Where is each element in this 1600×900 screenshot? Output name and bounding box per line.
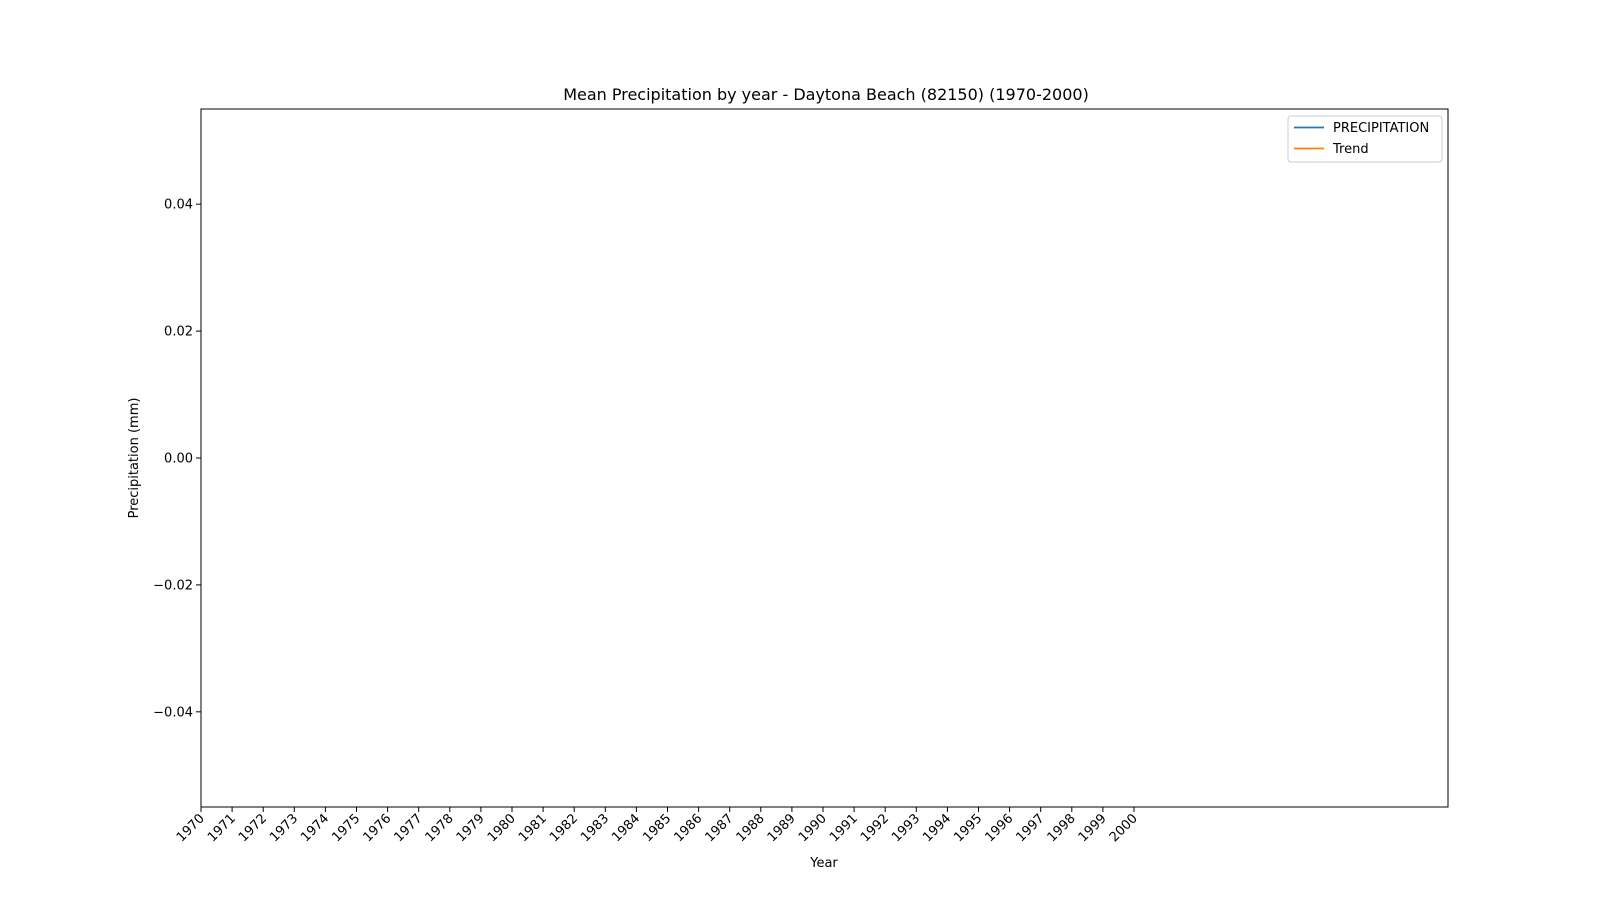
x-tick-label: 1990 (796, 811, 830, 845)
x-tick-label: 1976 (360, 811, 394, 845)
x-tick-label: 1988 (734, 811, 768, 845)
x-tick-label: 1985 (640, 811, 674, 845)
x-tick-label: 1979 (454, 811, 488, 845)
x-tick-label: 1980 (485, 811, 519, 845)
x-tick-label: 1984 (609, 811, 643, 845)
x-tick-label: 1997 (1014, 811, 1048, 845)
x-tick-label: 1970 (174, 811, 208, 845)
x-tick-label: 1991 (827, 811, 861, 845)
x-tick-label: 1974 (298, 811, 332, 845)
x-tick-label: 1996 (982, 811, 1016, 845)
y-tick-label: −0.02 (153, 578, 193, 593)
legend-label-trend: Trend (1332, 142, 1369, 157)
x-tick-label: 2000 (1107, 811, 1141, 845)
legend: PRECIPITATION Trend (1287, 115, 1443, 163)
x-tick-label: 1983 (578, 811, 612, 845)
x-axis-label: Year (809, 856, 838, 871)
x-tick-label: 1999 (1076, 811, 1110, 845)
plot-area (200, 108, 1449, 808)
x-tick-label: 1978 (423, 811, 457, 845)
x-tick-label: 1977 (392, 811, 426, 845)
y-tick-label: 0.04 (164, 198, 193, 213)
y-tick-label: −0.04 (153, 705, 193, 720)
y-axis-ticks: 0.04 0.02 0.00 −0.02 −0.04 (153, 198, 201, 720)
x-tick-label: 1982 (547, 811, 581, 845)
x-tick-label: 1971 (205, 811, 239, 845)
x-axis-ticks: 1970197119721973197419751976197719781979… (174, 807, 1141, 845)
x-tick-label: 1973 (267, 811, 301, 845)
y-tick-label: 0.00 (164, 452, 193, 467)
y-axis-label: Precipitation (mm) (127, 398, 142, 519)
x-tick-label: 1989 (765, 811, 799, 845)
x-tick-label: 1992 (858, 811, 892, 845)
x-tick-label: 1993 (889, 811, 923, 845)
legend-label-precipitation: PRECIPITATION (1333, 121, 1429, 136)
x-tick-label: 1995 (951, 811, 985, 845)
x-tick-label: 1987 (703, 811, 737, 845)
x-tick-label: 1986 (671, 811, 705, 845)
x-tick-label: 1994 (920, 811, 954, 845)
x-tick-label: 1975 (329, 811, 363, 845)
x-tick-label: 1998 (1045, 811, 1079, 845)
x-tick-label: 1972 (236, 811, 270, 845)
x-tick-label: 1981 (516, 811, 550, 845)
y-tick-label: 0.02 (164, 325, 193, 340)
legend-box (1287, 115, 1443, 163)
chart-title: Mean Precipitation by year - Daytona Bea… (563, 85, 1089, 104)
